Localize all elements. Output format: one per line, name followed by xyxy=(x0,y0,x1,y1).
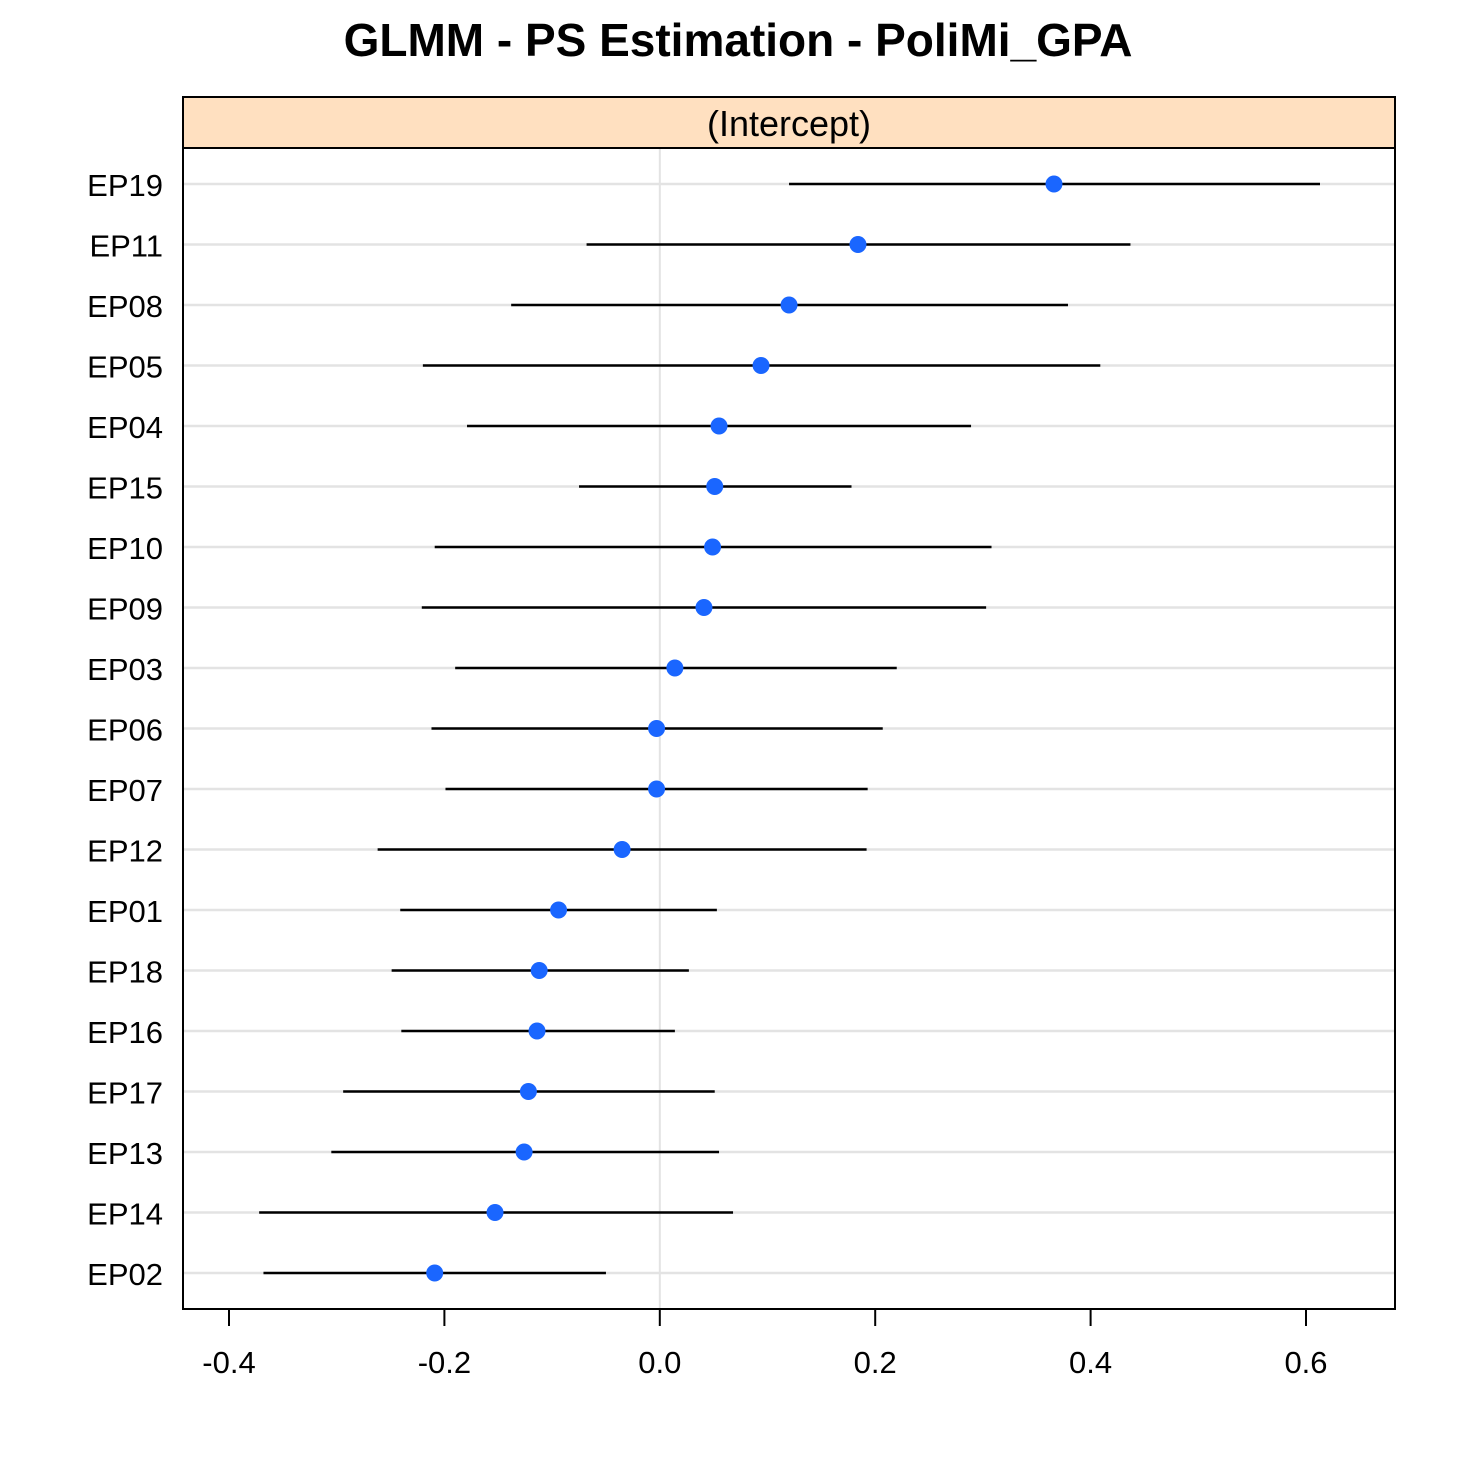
point-ep06 xyxy=(648,720,666,737)
point-ep12 xyxy=(613,841,631,858)
point-ep14 xyxy=(486,1204,504,1221)
point-ep02 xyxy=(426,1264,444,1282)
x-axis: -0.4 -0.2 0.0 0.2 0.4 0.6 xyxy=(202,1309,1328,1380)
point-ep15 xyxy=(706,478,724,495)
y-axis-labels: EP19 EP11 EP08 EP05 EP04 EP15 EP10 EP09 EP03 EP06… xyxy=(87,168,163,1292)
x-tick-label-0: -0.4 xyxy=(202,1345,255,1380)
y-label-ep12: EP12 xyxy=(87,834,163,869)
point-ep05 xyxy=(752,357,770,374)
y-label-ep17: EP17 xyxy=(87,1076,163,1111)
point-ep09 xyxy=(695,599,713,616)
point-ep16 xyxy=(528,1022,546,1040)
y-label-ep09: EP09 xyxy=(87,592,163,627)
y-label-ep04: EP04 xyxy=(87,410,163,445)
y-label-ep19: EP19 xyxy=(87,168,163,203)
y-label-ep03: EP03 xyxy=(87,652,163,687)
point-ep04 xyxy=(710,417,728,435)
y-label-ep02: EP02 xyxy=(87,1257,163,1292)
x-tick-label-2: 0.0 xyxy=(638,1345,681,1380)
x-tick-label-1: -0.2 xyxy=(418,1345,471,1380)
y-label-ep07: EP07 xyxy=(87,773,163,808)
point-ep07 xyxy=(648,780,666,798)
point-ep18 xyxy=(530,962,548,979)
y-label-ep16: EP16 xyxy=(87,1015,163,1050)
y-label-ep06: EP06 xyxy=(87,713,163,748)
point-ep13 xyxy=(515,1143,533,1161)
x-tick-label-5: 0.6 xyxy=(1284,1345,1327,1380)
point-ep08 xyxy=(780,296,798,314)
y-label-ep15: EP15 xyxy=(87,471,163,506)
panel-strip: (Intercept) xyxy=(182,96,1396,149)
y-label-ep14: EP14 xyxy=(87,1197,163,1232)
x-tick-label-4: 0.4 xyxy=(1069,1345,1112,1380)
y-label-ep13: EP13 xyxy=(87,1136,163,1171)
point-ep03 xyxy=(666,659,684,677)
y-label-ep01: EP01 xyxy=(87,894,163,929)
y-label-ep11: EP11 xyxy=(89,229,163,264)
point-ep17 xyxy=(519,1083,537,1100)
strip-label: (Intercept) xyxy=(707,103,871,144)
point-ep11 xyxy=(849,236,867,253)
point-ep10 xyxy=(704,538,722,556)
plot-frame xyxy=(182,96,1396,1310)
y-label-ep10: EP10 xyxy=(87,531,163,566)
point-ep01 xyxy=(550,901,568,919)
point-estimates xyxy=(426,175,1063,1282)
point-ep19 xyxy=(1045,175,1063,193)
y-label-ep05: EP05 xyxy=(87,350,163,385)
x-tick-label-3: 0.2 xyxy=(854,1345,897,1380)
y-label-ep18: EP18 xyxy=(87,955,163,990)
chart-title: GLMM - PS Estimation - PoliMi_GPA xyxy=(343,14,1133,66)
y-label-ep08: EP08 xyxy=(87,289,163,324)
